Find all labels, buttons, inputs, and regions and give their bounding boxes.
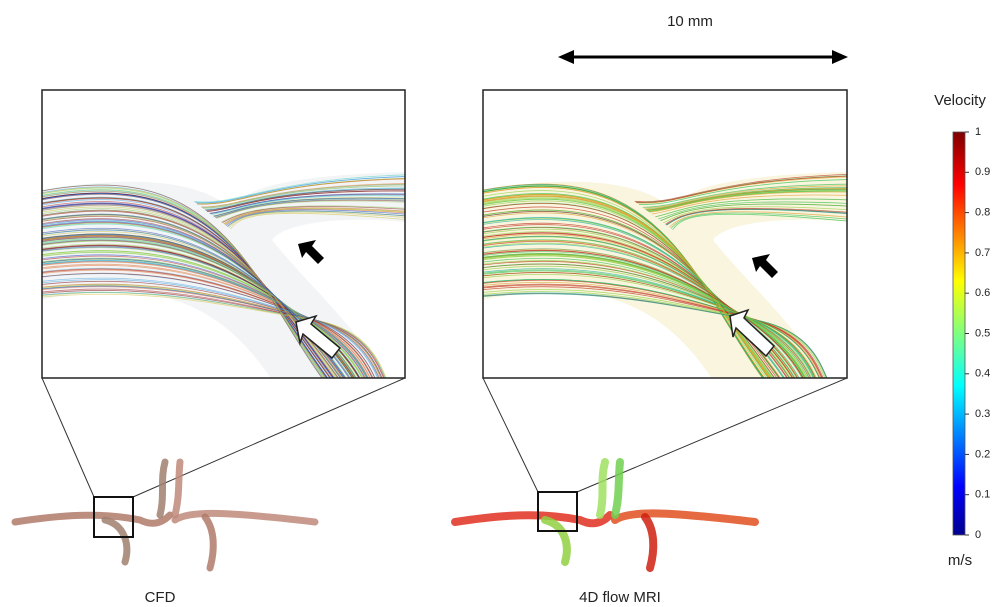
mri-overview — [455, 462, 755, 568]
vessel — [455, 515, 610, 523]
colorbar-tick-label: 0.4 — [975, 368, 990, 380]
vessel — [175, 462, 180, 515]
vessel — [15, 515, 170, 523]
colorbar-tick-label: 1 — [975, 126, 981, 138]
cfd-overview — [15, 462, 315, 568]
colorbar — [953, 132, 965, 535]
vessel — [205, 517, 213, 568]
mri-zoom — [483, 90, 853, 400]
panel-label: 4D flow MRI — [579, 589, 661, 606]
colorbar-tick-label: 0.1 — [975, 489, 990, 501]
vessel — [175, 513, 315, 522]
vessel — [545, 520, 567, 562]
scale-label: 10 mm — [667, 13, 713, 30]
colorbar-tick-label: 0 — [975, 529, 981, 541]
vessel — [645, 517, 653, 568]
colorbar-unit: m/s — [948, 552, 972, 569]
vessel — [600, 462, 605, 515]
figure: 10 mm CFD 4D flow MRI Velocity m/s 00.10… — [0, 0, 993, 607]
colorbar-tick-label: 0.8 — [975, 207, 990, 219]
vessel — [105, 520, 127, 562]
colorbar-title: Velocity — [934, 92, 986, 109]
cfd-zoom — [42, 90, 412, 400]
colorbar-tick-label: 0.5 — [975, 327, 990, 339]
colorbar-tick-label: 0.7 — [975, 247, 990, 259]
colorbar-tick-label: 0.6 — [975, 287, 990, 299]
scale-bar — [558, 50, 848, 64]
colorbar-tick-label: 0.9 — [975, 166, 990, 178]
vessel — [615, 462, 620, 515]
colorbar-tick-label: 0.3 — [975, 408, 990, 420]
vessel — [615, 513, 755, 522]
vessel — [160, 462, 165, 515]
colorbar-ticks: 0 0.1 0.2 0.3 0.4 0.5 0.6 0.7 0.8 0.9 1 — [965, 126, 990, 541]
panel-label: CFD — [145, 589, 176, 606]
colorbar-tick-label: 0.2 — [975, 448, 990, 460]
